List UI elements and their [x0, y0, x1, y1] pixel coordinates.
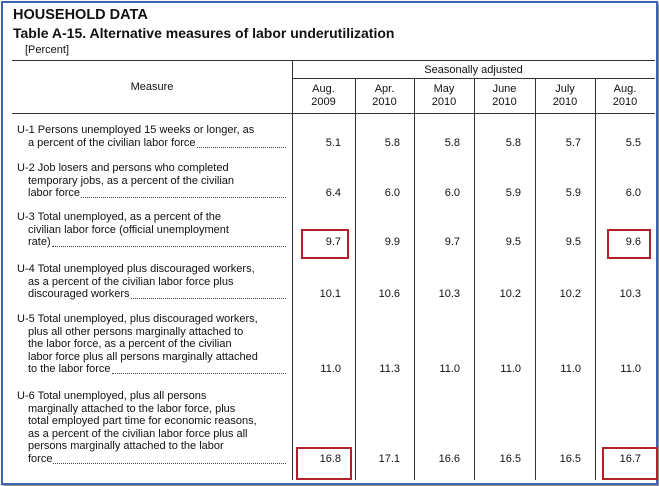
measure-header: Measure	[130, 81, 174, 93]
rule	[292, 60, 293, 480]
cell-value: 10.1	[319, 288, 341, 301]
column-header: 2010	[372, 95, 397, 108]
measure-text: a percent of the civilian labor force	[28, 136, 196, 149]
cell-value: 9.7	[325, 236, 341, 249]
measure-text: force	[28, 453, 53, 465]
cell-value: 11.0	[320, 363, 341, 376]
measure-text: plus all other persons marginally attach…	[28, 325, 244, 338]
section-title: HOUSEHOLD DATA	[13, 7, 148, 23]
measure-text: U-1 Persons unemployed 15 weeks or longe…	[17, 124, 255, 136]
measure-text: labor force	[28, 187, 80, 200]
highlight	[602, 447, 658, 480]
rule	[292, 78, 655, 79]
cell-value: 6.0	[444, 187, 460, 200]
cell-value: 5.9	[565, 187, 581, 200]
cell-value: 5.5	[625, 136, 641, 149]
cell-value: 5.1	[325, 136, 341, 149]
cell-value: 9.5	[505, 236, 521, 249]
measure-text: U-4 Total unemployed plus discouraged wo…	[17, 263, 255, 275]
column-header: May	[433, 83, 455, 95]
column-header: Apr.	[374, 83, 395, 95]
rule	[12, 60, 655, 61]
cell-value: 17.1	[378, 453, 400, 465]
cell-value: 10.3	[619, 288, 641, 301]
cell-value: 11.3	[379, 363, 400, 376]
measure-text: U-5 Total unemployed, plus discouraged w…	[17, 313, 258, 325]
rule	[595, 78, 596, 480]
cell-value: 5.7	[565, 136, 581, 149]
cell-value: 10.2	[499, 288, 521, 301]
cell-value: 16.5	[499, 453, 521, 465]
cell-value: 5.8	[384, 136, 400, 149]
dot-leader	[53, 463, 286, 464]
cell-value: 16.8	[319, 453, 341, 465]
cell-value: 10.6	[378, 288, 400, 301]
measure-text: persons marginally attached to the labor	[28, 440, 224, 453]
cell-value: 9.6	[625, 236, 641, 249]
table-title: Table A-15. Alternative measures of labo…	[13, 25, 395, 41]
measure-text: as a percent of the civilian labor force…	[28, 427, 248, 440]
column-header: 2010	[612, 95, 638, 108]
cell-value: 16.7	[619, 453, 641, 465]
cell-value: 5.9	[505, 187, 521, 200]
column-header: July	[555, 83, 575, 95]
group-header: Seasonally adjusted	[424, 64, 523, 76]
cell-value: 9.7	[444, 236, 460, 249]
cell-value: 11.0	[560, 363, 581, 376]
highlight	[607, 229, 651, 259]
cell-value: 5.8	[444, 136, 460, 149]
measure-text: to the labor force	[28, 363, 111, 376]
column-header: 2010	[552, 95, 578, 108]
cell-value: 5.8	[505, 136, 521, 149]
measure-text: civilian labor force (official unemploym…	[28, 223, 229, 236]
cell-value: 11.0	[500, 363, 521, 376]
column-header: Aug.	[613, 83, 637, 95]
cell-value: 11.0	[439, 363, 460, 376]
cell-value: 6.4	[325, 187, 341, 200]
dot-leader	[130, 298, 286, 300]
cell-value: 10.2	[559, 288, 581, 301]
rule	[535, 78, 536, 480]
cell-value: 16.6	[438, 453, 460, 465]
measure-text: U-3 Total unemployed, as a percent of th…	[17, 211, 222, 223]
measure-text: labor force plus all persons marginally …	[28, 350, 258, 363]
highlight	[301, 229, 349, 259]
measure-text: as a percent of the civilian labor force…	[28, 275, 234, 288]
highlight	[296, 447, 352, 480]
cell-value: 10.3	[438, 288, 460, 301]
cell-value: 11.0	[620, 363, 641, 376]
cell-value: 9.9	[384, 236, 400, 249]
column-header: 2010	[431, 95, 457, 108]
column-header: 2009	[311, 95, 336, 108]
rule	[12, 113, 655, 114]
dot-leader	[51, 246, 286, 248]
measure-text: discouraged workers	[28, 288, 130, 301]
column-header: Aug.	[312, 83, 335, 95]
column-header: 2010	[492, 95, 517, 108]
cell-value: 16.5	[559, 453, 581, 465]
measure-text: total employed part time for economic re…	[28, 415, 257, 428]
measure-text: marginally attached to the labor force, …	[28, 402, 236, 415]
cell-value: 6.0	[384, 187, 400, 200]
measure-text: U-6 Total unemployed, plus all persons	[17, 390, 207, 402]
rule	[414, 78, 415, 480]
dot-leader	[80, 197, 286, 199]
measure-text: rate)	[28, 236, 51, 249]
cell-value: 6.0	[625, 187, 641, 200]
dot-leader	[111, 373, 286, 375]
measure-text: U-2 Job losers and persons who completed	[17, 162, 229, 174]
unit: [Percent]	[25, 44, 70, 56]
column-header: June	[492, 83, 517, 95]
measure-text: temporary jobs, as a percent of the civi…	[28, 174, 235, 187]
rule	[355, 78, 356, 480]
measure-text: the labor force, as a percent of the civ…	[28, 338, 232, 351]
rule	[474, 78, 475, 480]
dot-leader	[196, 146, 286, 148]
cell-value: 9.5	[565, 236, 581, 249]
